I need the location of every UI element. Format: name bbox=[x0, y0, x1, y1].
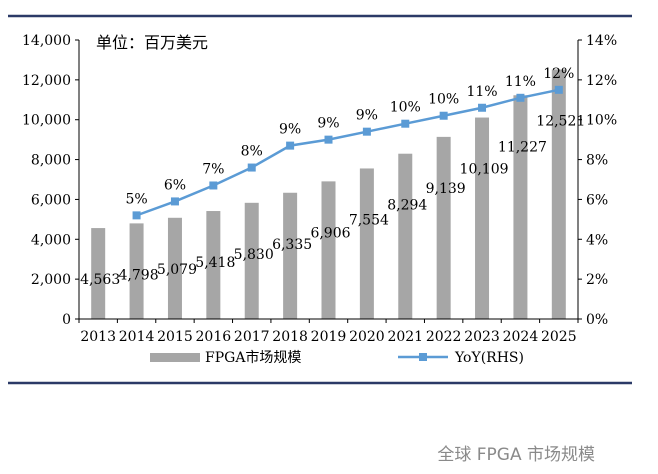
bar-2022 bbox=[436, 136, 451, 319]
y-left-tick-label: 14,000 bbox=[22, 33, 71, 49]
y-right-tick-label: 10% bbox=[586, 113, 617, 129]
y-right-tick-label: 12% bbox=[586, 73, 617, 89]
x-tick-label: 2021 bbox=[387, 329, 423, 345]
bar-2020 bbox=[359, 168, 374, 319]
x-tick-label: 2018 bbox=[272, 329, 308, 345]
bar-value-label: 6,335 bbox=[272, 237, 312, 253]
yoy-value-label: 5% bbox=[125, 191, 147, 207]
yoy-value-label: 11% bbox=[466, 84, 497, 100]
yoy-point-2021 bbox=[401, 119, 410, 128]
bar-value-label: 5,079 bbox=[157, 262, 197, 278]
caption: 全球 FPGA 市场规模 bbox=[437, 445, 595, 465]
y-right-tick-label: 6% bbox=[586, 192, 608, 208]
legend-label-bar: FPGA市场规模 bbox=[205, 349, 301, 366]
bar-value-label: 6,906 bbox=[310, 225, 350, 241]
y-left-tick-label: 8,000 bbox=[31, 153, 71, 169]
yoy-value-label: 6% bbox=[164, 177, 186, 193]
y-left-tick-label: 12,000 bbox=[22, 73, 71, 89]
legend-swatch-marker bbox=[419, 353, 427, 361]
labels-layer: 4,5634,7985,0795,4185,8306,3356,9067,554… bbox=[80, 66, 585, 288]
y-left-tick-label: 6,000 bbox=[31, 192, 71, 208]
yoy-point-2017 bbox=[247, 163, 256, 172]
x-tick-label: 2022 bbox=[426, 329, 462, 345]
bars-layer bbox=[91, 69, 566, 319]
yoy-point-2018 bbox=[286, 141, 295, 150]
legend-label-line: YoY(RHS) bbox=[454, 350, 524, 366]
x-tick-label: 2017 bbox=[234, 329, 270, 345]
bar-value-label: 4,798 bbox=[119, 267, 159, 283]
x-tick-label: 2016 bbox=[196, 329, 232, 345]
bar-2017 bbox=[244, 202, 259, 319]
y-left-tick-label: 4,000 bbox=[31, 232, 71, 248]
bar-2014 bbox=[129, 223, 144, 319]
yoy-line bbox=[136, 88, 560, 217]
bar-value-label: 4,563 bbox=[80, 272, 120, 288]
x-tick-label: 2019 bbox=[311, 329, 347, 345]
yoy-point-2016 bbox=[209, 181, 218, 190]
bar-value-label: 5,830 bbox=[234, 247, 274, 263]
y-right-tick-label: 4% bbox=[586, 232, 608, 248]
bar-value-label: 10,109 bbox=[460, 162, 509, 178]
x-tick-label: 2023 bbox=[464, 329, 500, 345]
yoy-point-2014 bbox=[132, 211, 141, 220]
bar-value-label: 5,418 bbox=[195, 255, 235, 271]
yoy-value-label: 9% bbox=[356, 108, 378, 124]
yoy-point-2015 bbox=[170, 197, 179, 206]
y-left-tick-label: 10,000 bbox=[22, 113, 71, 129]
yoy-value-label: 8% bbox=[241, 144, 263, 160]
yoy-value-label: 10% bbox=[428, 92, 459, 108]
unit-label: 单位：百万美元 bbox=[96, 33, 208, 52]
x-tick-label: 2024 bbox=[503, 329, 539, 345]
y-right-tick-label: 2% bbox=[586, 272, 608, 288]
bar-2023 bbox=[475, 117, 490, 319]
yoy-point-2023 bbox=[478, 103, 487, 112]
x-tick-label: 2020 bbox=[349, 329, 385, 345]
bar-value-label: 11,227 bbox=[498, 139, 547, 155]
y-left-tick-label: 2,000 bbox=[31, 272, 71, 288]
bar-2015 bbox=[167, 217, 182, 319]
yoy-value-label: 9% bbox=[317, 116, 339, 132]
yoy-point-2024 bbox=[516, 93, 525, 102]
yoy-point-2019 bbox=[324, 135, 333, 144]
yoy-value-label: 7% bbox=[202, 161, 224, 177]
x-tick-label: 2015 bbox=[157, 329, 193, 345]
bar-value-label: 9,139 bbox=[426, 181, 466, 197]
y-right-tick-label: 8% bbox=[586, 153, 608, 169]
bar-value-label: 12,521 bbox=[536, 113, 585, 129]
x-tick-label: 2013 bbox=[80, 329, 116, 345]
yoy-point-2022 bbox=[439, 111, 448, 120]
bar-2013 bbox=[91, 228, 106, 319]
x-tick-label: 2014 bbox=[119, 329, 155, 345]
legend-swatch-bar bbox=[150, 353, 200, 362]
bar-2018 bbox=[283, 192, 298, 319]
bar-2019 bbox=[321, 181, 336, 319]
bar-2024 bbox=[513, 95, 528, 319]
y-right-tick-label: 14% bbox=[586, 33, 617, 49]
yoy-value-label: 11% bbox=[505, 74, 536, 90]
yoy-value-label: 12% bbox=[543, 66, 574, 82]
yoy-value-label: 9% bbox=[279, 122, 301, 138]
bar-value-label: 8,294 bbox=[387, 198, 427, 214]
bar-2021 bbox=[398, 153, 413, 319]
y-right-tick-label: 0% bbox=[586, 312, 608, 328]
bar-2016 bbox=[206, 211, 221, 319]
bar-value-label: 7,554 bbox=[349, 212, 389, 228]
yoy-value-label: 10% bbox=[390, 100, 421, 116]
legend: FPGA市场规模 YoY(RHS) bbox=[150, 349, 524, 366]
yoy-point-2020 bbox=[362, 127, 371, 136]
y-left-tick-label: 0 bbox=[62, 312, 71, 328]
line-layer bbox=[132, 85, 563, 220]
yoy-point-2025 bbox=[554, 85, 563, 94]
x-tick-label: 2025 bbox=[541, 329, 577, 345]
bar-2025 bbox=[551, 69, 566, 319]
axes-layer: 0 2,000 4,000 6,000 8,000 10,000 12,000 14,000 0… bbox=[22, 33, 617, 345]
